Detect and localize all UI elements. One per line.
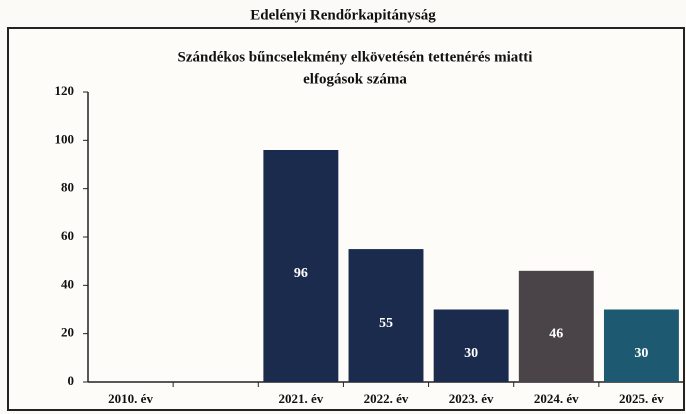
y-tick-label: 20 — [61, 325, 74, 340]
x-tick-label: 2025. év — [619, 391, 664, 406]
x-tick-label: 2023. év — [449, 391, 494, 406]
y-tick-label: 0 — [68, 373, 75, 388]
bar — [263, 150, 339, 382]
bar — [348, 249, 424, 382]
x-tick-label: 2022. év — [364, 391, 409, 406]
data-label: 30 — [464, 346, 478, 361]
y-tick-label: 40 — [61, 276, 74, 291]
data-label: 30 — [634, 346, 648, 361]
data-label: 55 — [379, 316, 393, 331]
x-tick-label: 2024. év — [534, 391, 579, 406]
bar — [518, 270, 594, 382]
chart-title: Szándékos bűncselekmény elkövetésén tett… — [178, 49, 533, 65]
data-label: 46 — [549, 327, 563, 342]
data-label: 96 — [294, 266, 308, 281]
bar — [603, 309, 679, 382]
chart-header: Edelényi Rendőrkapitányság — [250, 7, 436, 23]
y-tick-label: 120 — [55, 83, 75, 98]
x-tick-label: 2010. év — [108, 391, 153, 406]
y-tick-label: 60 — [61, 228, 74, 243]
y-tick-label: 80 — [61, 180, 74, 195]
x-tick-label: 2021. év — [278, 391, 323, 406]
chart-title: elfogások száma — [303, 71, 407, 87]
bar — [433, 309, 509, 382]
y-tick-label: 100 — [55, 131, 75, 146]
